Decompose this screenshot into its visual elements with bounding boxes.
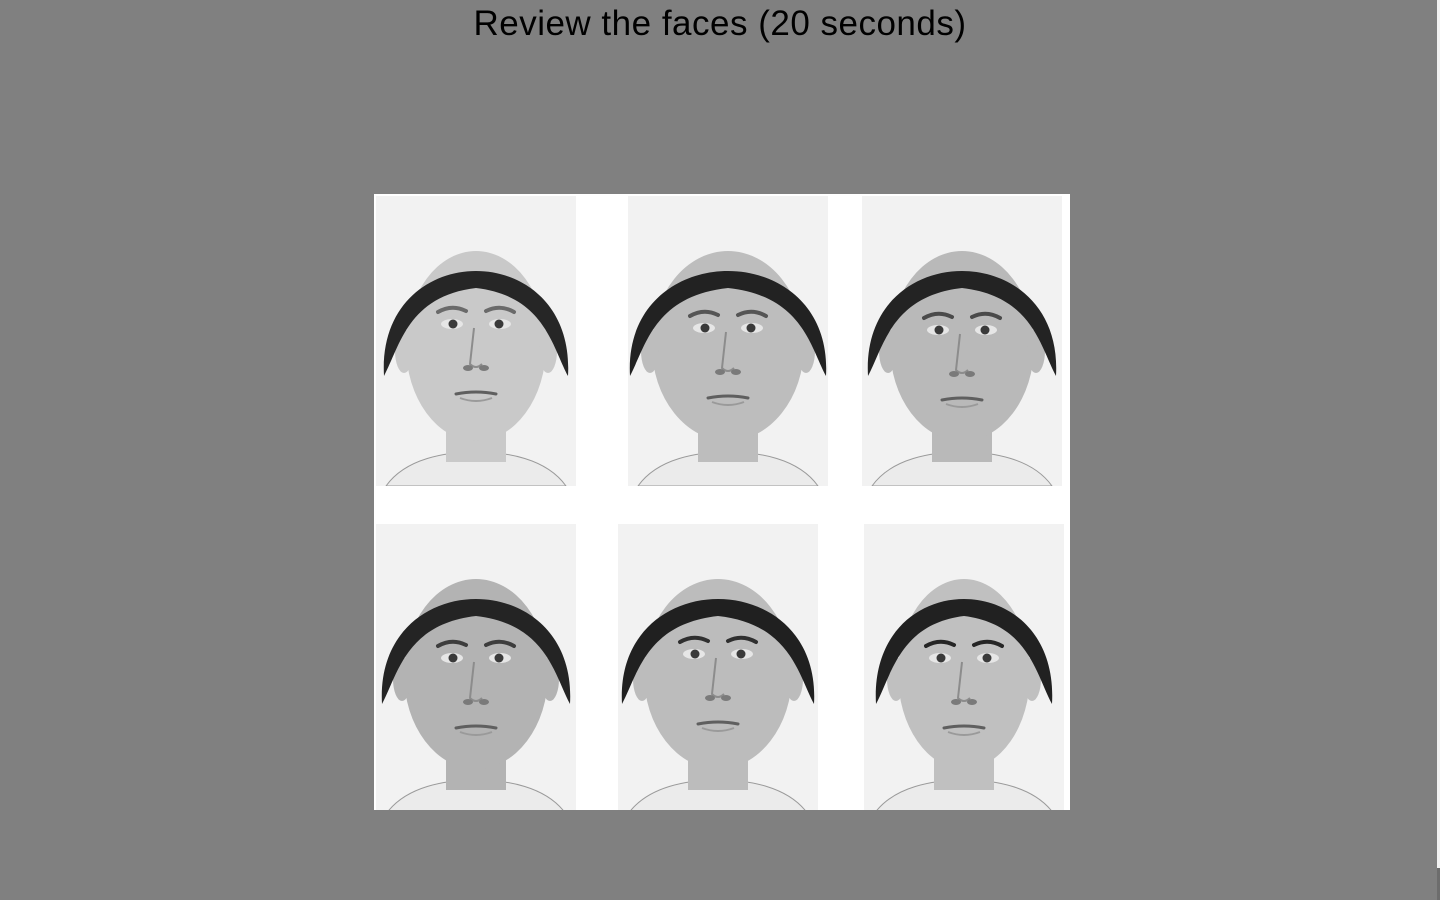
screen-edge-bottom <box>1437 868 1440 900</box>
face-portrait-4 <box>376 524 576 810</box>
face-portrait-1 <box>376 196 576 486</box>
face-portrait-6 <box>864 524 1064 810</box>
face-photo-4 <box>376 524 576 810</box>
face-photo-2 <box>628 196 828 486</box>
face-photo-6 <box>864 524 1064 810</box>
face-portrait-2 <box>628 196 828 486</box>
instruction-text: Review the faces (20 seconds) <box>473 4 967 43</box>
face-portrait-3 <box>862 196 1062 486</box>
face-photo-3 <box>862 196 1062 486</box>
face-photo-1 <box>376 196 576 486</box>
face-portrait-5 <box>618 524 818 810</box>
face-photo-5 <box>618 524 818 810</box>
face-lineup-image <box>374 194 1070 810</box>
screen-edge-right <box>1437 0 1440 870</box>
